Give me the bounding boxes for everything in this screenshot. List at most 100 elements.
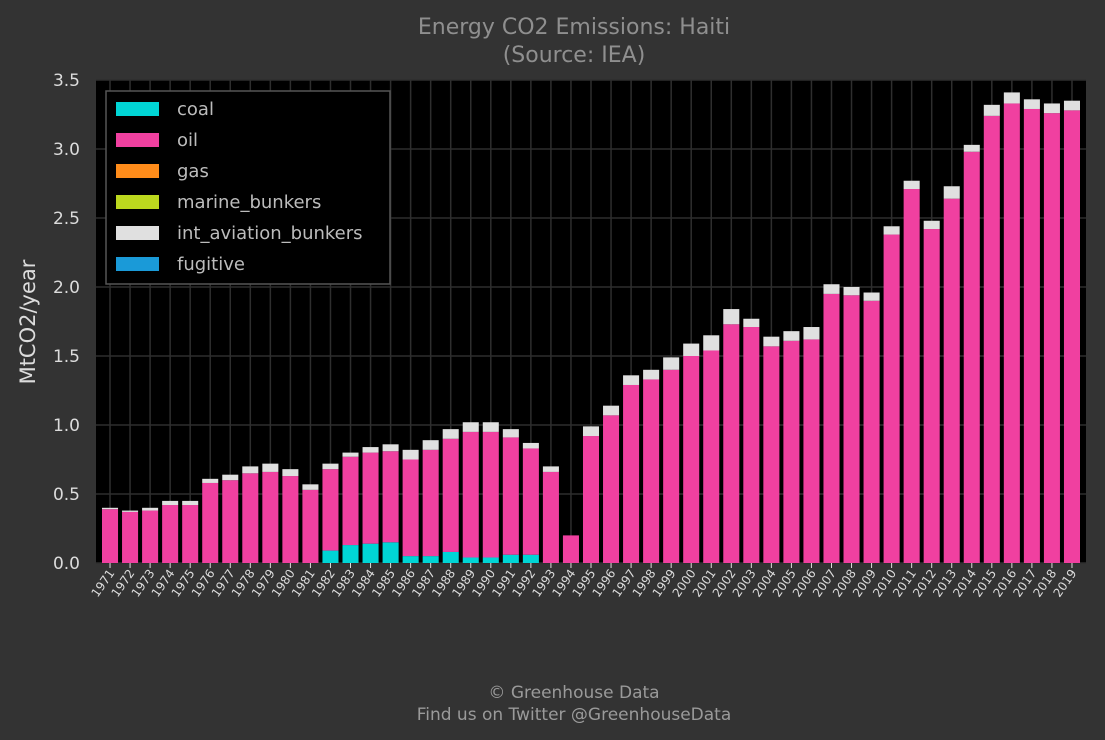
bar-int_aviation_bunkers-1976 <box>202 478 219 483</box>
legend-label-marine_bunkers: marine_bunkers <box>177 192 321 213</box>
bar-oil-1982 <box>322 469 339 551</box>
bar-oil-1998 <box>643 379 660 563</box>
bar-oil-2008 <box>843 295 860 563</box>
bar-int_aviation_bunkers-1978 <box>242 466 259 474</box>
bar-coal-1985 <box>382 542 399 563</box>
bar-oil-2019 <box>1063 110 1080 564</box>
bar-int_aviation_bunkers-1977 <box>222 474 239 481</box>
bar-oil-1989 <box>462 431 479 558</box>
x-axis: 1971197219731974197519761977197819791980… <box>88 563 1079 600</box>
bar-int_aviation_bunkers-2007 <box>823 284 840 294</box>
y-axis-label: MtCO2/year <box>16 259 40 384</box>
bar-int_aviation_bunkers-1991 <box>502 429 519 438</box>
bar-int_aviation_bunkers-2019 <box>1063 100 1080 111</box>
bar-oil-1992 <box>522 448 539 555</box>
legend-swatch-gas <box>116 164 159 178</box>
legend-label-coal: coal <box>177 99 214 120</box>
bar-oil-1996 <box>603 415 620 563</box>
bar-int_aviation_bunkers-2015 <box>983 104 1000 116</box>
bar-int_aviation_bunkers-2016 <box>1003 92 1020 104</box>
legend-label-oil: oil <box>177 130 198 151</box>
legend-swatch-int_aviation_bunkers <box>116 226 159 240</box>
bar-oil-1972 <box>122 511 139 563</box>
bar-oil-1988 <box>442 438 459 552</box>
legend-swatch-oil <box>116 133 159 147</box>
bar-oil-2000 <box>683 356 700 563</box>
bar-oil-1993 <box>542 471 559 563</box>
bar-oil-1986 <box>402 459 419 557</box>
bar-oil-1975 <box>182 505 199 563</box>
y-axis: 0.0 0.5 1.0 1.5 2.0 2.5 3.0 3.5 <box>53 71 80 574</box>
bar-oil-1980 <box>282 476 299 563</box>
bar-oil-1999 <box>663 369 680 563</box>
bar-int_aviation_bunkers-1992 <box>522 442 539 449</box>
bar-int_aviation_bunkers-2010 <box>883 226 900 235</box>
footer-twitter: Find us on Twitter @GreenhouseData <box>417 705 732 725</box>
bar-int_aviation_bunkers-1989 <box>462 422 479 432</box>
bar-oil-2017 <box>1023 108 1040 563</box>
bars <box>102 92 1080 564</box>
bar-int_aviation_bunkers-1971 <box>102 507 119 510</box>
bar-int_aviation_bunkers-2000 <box>683 343 700 356</box>
bar-int_aviation_bunkers-1972 <box>122 510 139 512</box>
bar-int_aviation_bunkers-2003 <box>743 318 760 328</box>
bar-int_aviation_bunkers-2008 <box>843 287 860 296</box>
bar-oil-1976 <box>202 482 219 563</box>
bar-oil-1973 <box>142 510 159 563</box>
bar-int_aviation_bunkers-1995 <box>582 426 600 437</box>
bar-oil-1981 <box>302 489 319 563</box>
y-tick-label: 3.5 <box>53 71 80 91</box>
bar-int_aviation_bunkers-1986 <box>402 449 419 460</box>
y-tick-label: 2.5 <box>53 209 80 229</box>
bar-coal-1986 <box>402 556 419 563</box>
bar-oil-2009 <box>863 300 880 563</box>
bar-int_aviation_bunkers-1975 <box>182 500 199 506</box>
bar-int_aviation_bunkers-1980 <box>282 469 299 477</box>
bar-int_aviation_bunkers-1999 <box>663 357 680 370</box>
legend-box <box>105 90 391 285</box>
bar-int_aviation_bunkers-1988 <box>442 429 459 439</box>
bar-int_aviation_bunkers-1987 <box>422 440 439 450</box>
bar-int_aviation_bunkers-2017 <box>1023 99 1040 109</box>
bar-int_aviation_bunkers-1982 <box>322 463 339 470</box>
bar-oil-1987 <box>422 449 439 557</box>
bar-oil-2010 <box>883 234 900 563</box>
bar-int_aviation_bunkers-1979 <box>262 463 279 472</box>
bar-int_aviation_bunkers-2009 <box>863 292 880 301</box>
bar-oil-1994 <box>562 535 579 563</box>
bar-oil-2011 <box>903 189 920 563</box>
bar-int_aviation_bunkers-2005 <box>783 331 800 341</box>
bar-int_aviation_bunkers-2001 <box>703 335 720 351</box>
bar-oil-2007 <box>823 293 840 563</box>
legend-label-int_aviation_bunkers: int_aviation_bunkers <box>177 223 363 244</box>
y-tick-label: 3.0 <box>53 140 80 160</box>
bar-oil-1997 <box>623 384 640 563</box>
bar-int_aviation_bunkers-2002 <box>723 309 740 325</box>
bar-int_aviation_bunkers-1996 <box>603 405 620 416</box>
bar-int_aviation_bunkers-1973 <box>142 507 159 511</box>
bar-oil-2016 <box>1003 103 1020 564</box>
bar-int_aviation_bunkers-1974 <box>162 500 179 506</box>
legend-swatch-coal <box>116 102 159 116</box>
bar-coal-1983 <box>342 545 359 563</box>
y-tick-label: 1.5 <box>53 347 80 367</box>
footer-credit: © Greenhouse Data <box>488 683 659 703</box>
bar-coal-1990 <box>482 557 499 563</box>
chart-subtitle: (Source: IEA) <box>503 43 646 68</box>
bar-oil-2002 <box>723 324 740 563</box>
chart-title: Energy CO2 Emissions: Haiti <box>418 15 730 40</box>
y-tick-label: 0.5 <box>53 485 80 505</box>
bar-int_aviation_bunkers-1984 <box>362 447 379 453</box>
bar-coal-1987 <box>422 556 439 563</box>
bar-oil-1991 <box>502 437 519 555</box>
bar-oil-2006 <box>803 339 820 563</box>
bar-int_aviation_bunkers-1990 <box>482 422 499 432</box>
bar-oil-2013 <box>943 198 960 563</box>
bar-coal-1984 <box>362 543 379 563</box>
bar-int_aviation_bunkers-2006 <box>803 327 820 340</box>
bar-oil-2012 <box>923 229 940 564</box>
bar-oil-1990 <box>482 431 499 558</box>
legend-label-fugitive: fugitive <box>177 254 245 275</box>
bar-coal-1989 <box>462 557 479 563</box>
bar-int_aviation_bunkers-2018 <box>1043 103 1060 114</box>
